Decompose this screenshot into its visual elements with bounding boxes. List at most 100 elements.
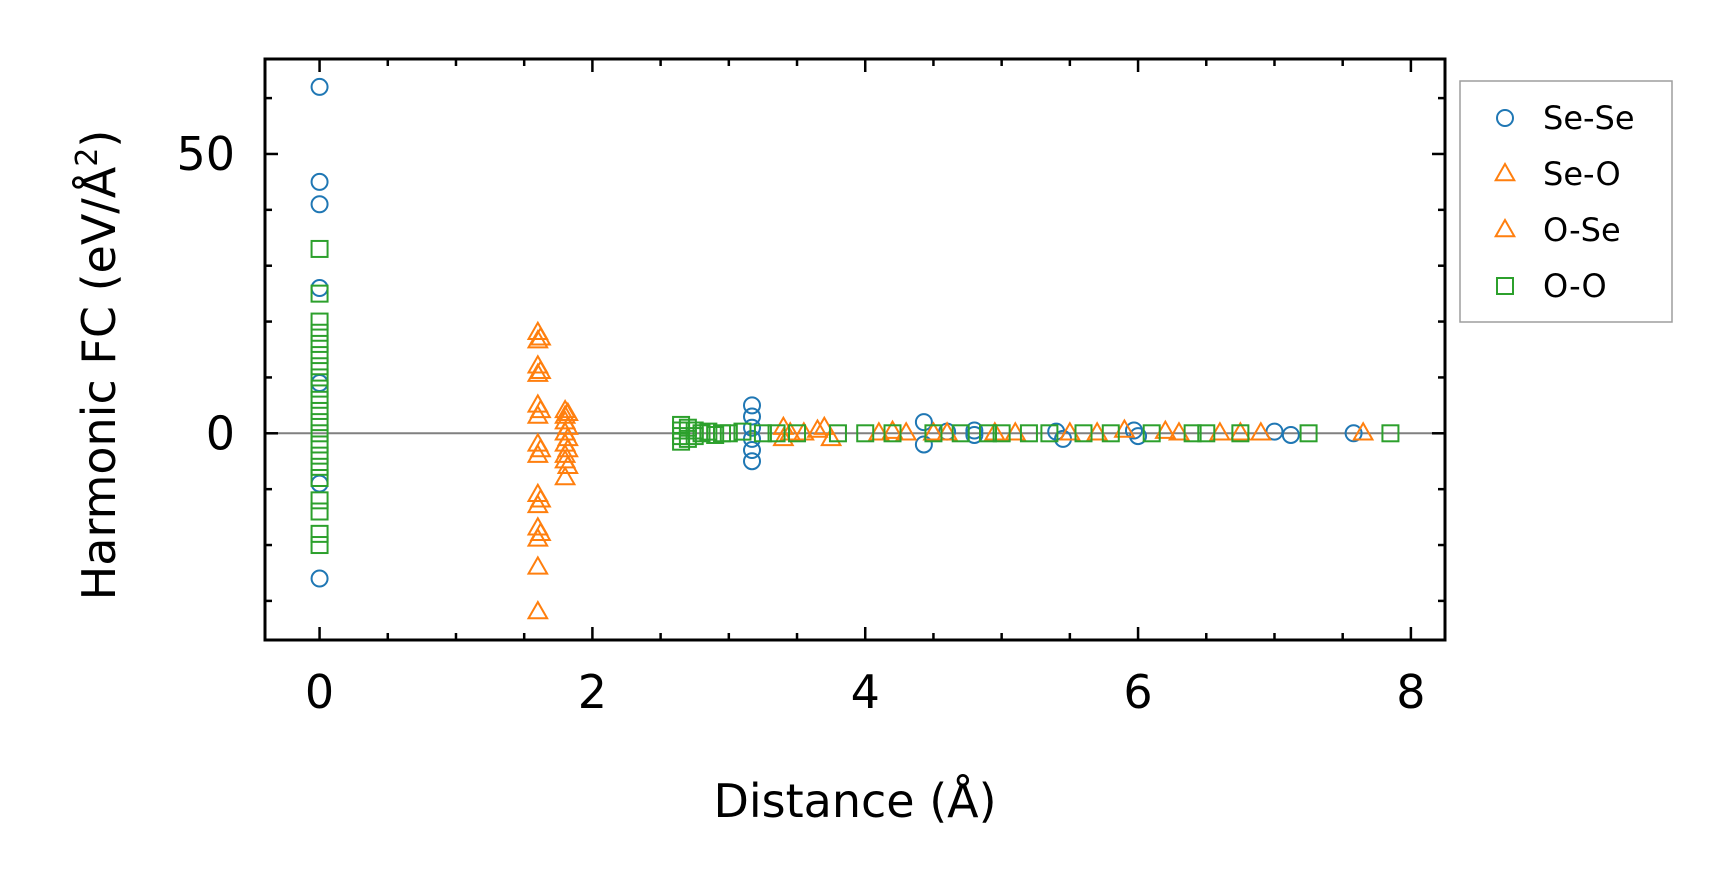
data-point [1019,424,1038,443]
data-point [672,432,691,451]
data-point [310,368,329,387]
x-tick-label: 6 [1123,665,1152,719]
data-point [310,195,329,214]
data-point [310,457,329,476]
x-tick-label: 4 [851,665,880,719]
data-point [733,422,752,441]
x-tick-label: 0 [305,665,334,719]
data-point [965,421,984,440]
data-point [743,441,762,460]
data-point [883,424,902,443]
data-point [914,413,933,432]
data-point [310,536,329,555]
data-point [1229,421,1252,441]
data-point [1299,424,1318,443]
data-point [743,418,762,437]
data-point [310,413,329,432]
y-axis-title-superscript: 2 [70,148,105,167]
data-point [685,427,704,446]
data-point [767,424,786,443]
data-point [310,284,329,303]
y-axis-title-tail: ) [72,130,126,148]
data-point [310,435,329,454]
data-point [1074,424,1093,443]
data-point [556,426,579,447]
data-point [743,396,762,415]
legend-label: Se-Se [1543,99,1635,137]
legend-items: Se-Se Se-O O-Se O-O [1493,99,1635,305]
data-point [699,422,718,441]
data-point [914,435,933,454]
data-point [310,524,329,543]
ticks-layer [265,59,1445,640]
data-point [310,502,329,521]
y-tick-label: 0 [206,406,235,460]
data-point [1197,424,1216,443]
data-point [1344,424,1363,443]
data-point [310,468,329,487]
data-point [310,312,329,331]
data-point [719,424,738,443]
data-point [310,491,329,510]
data-point [788,424,807,443]
legend-marker [1496,277,1514,295]
data-point [310,390,329,409]
legend-label: Se-O [1543,155,1621,193]
data-point [965,425,984,444]
data-point [310,379,329,398]
data-point [310,346,329,365]
data-point [310,569,329,588]
data-point [529,438,552,458]
legend-marker [1493,217,1517,238]
data-point [692,424,711,443]
y-axis-title: Harmonic FC (eV/Å2) [70,130,126,601]
data-point [529,359,552,380]
series-o-o [310,239,1400,555]
data-point [1101,424,1120,443]
data-point [310,446,329,465]
legend-label: O-O [1543,267,1607,305]
legend: Se-Se Se-O O-Se O-O [1459,80,1673,323]
data-point [310,77,329,96]
data-point [310,474,329,493]
legend-label: O-Se [1543,211,1621,249]
data-point [310,172,329,191]
data-point [1281,425,1300,444]
data-point [806,418,829,438]
data-point [1183,424,1202,443]
data-point [526,600,549,620]
data-point [1040,424,1059,443]
data-point [556,454,579,475]
series-se-o [526,320,1375,620]
data-point [792,421,815,441]
data-point [1249,421,1272,441]
y-tick-label: 50 [176,127,235,181]
data-point [310,334,329,353]
legend-box [1459,80,1673,323]
x-tick-label: 8 [1396,665,1425,719]
data-point [529,326,552,346]
data-point [556,415,579,435]
data-point [529,488,552,508]
data-point [526,555,549,575]
data-point [983,421,1006,441]
data-points-layer [310,77,1400,620]
data-point [881,419,904,439]
data-point [856,424,875,443]
y-axis-title-main: Harmonic FC (eV/Å [72,166,126,600]
data-point [924,424,943,443]
data-point [310,323,329,342]
data-point [1124,421,1143,440]
data-point [951,424,970,443]
data-point [1231,424,1250,443]
series-se-se [310,77,1363,588]
data-point [554,465,577,486]
data-point [1142,424,1161,443]
legend-marker [1496,109,1514,127]
data-point [310,357,329,376]
data-point [310,374,329,393]
tick-labels-layer: 0 2 4 6 8 0 50 [176,127,1425,719]
data-point [753,424,772,443]
data-point [310,279,329,298]
